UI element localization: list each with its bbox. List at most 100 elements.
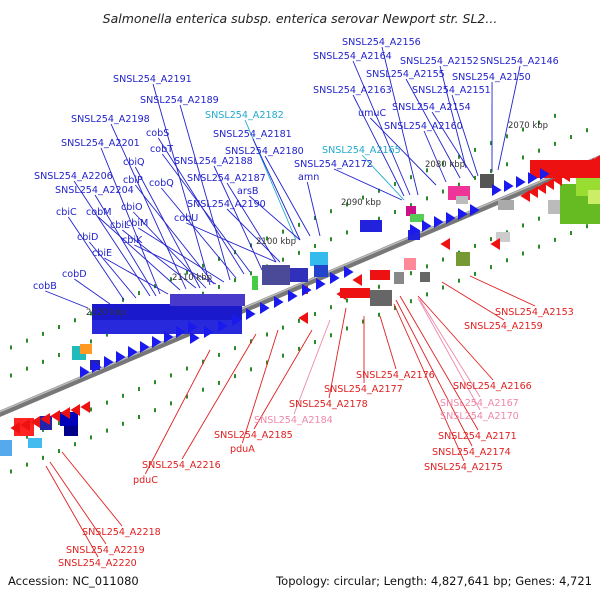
feature-block: [170, 294, 245, 306]
tick-mark: [426, 168, 428, 173]
leader-line: [152, 83, 211, 286]
leader-line: [293, 319, 331, 415]
gene-label: cobM: [86, 207, 112, 218]
tick-mark: [138, 386, 140, 391]
tick-mark: [282, 353, 284, 358]
feature-arrow: [352, 274, 362, 286]
feature-block: [498, 200, 514, 210]
feature-arrow: [246, 308, 256, 320]
tick-mark: [394, 181, 396, 186]
tick-mark: [490, 265, 492, 270]
feature-arrow: [288, 290, 298, 302]
tick-mark: [474, 175, 476, 180]
tick-mark: [410, 299, 412, 304]
tick-mark: [10, 469, 12, 474]
tick-mark: [90, 435, 92, 440]
tick-mark: [522, 251, 524, 256]
tick-mark: [58, 353, 60, 358]
tick-mark: [378, 188, 380, 193]
feature-arrow: [536, 182, 546, 194]
tick-mark: [314, 244, 316, 249]
feature-arrow: [576, 162, 586, 174]
feature-block: [456, 196, 468, 204]
tick-mark: [522, 223, 524, 228]
tick-mark: [490, 237, 492, 242]
leader-line: [138, 227, 225, 283]
feature-block: [496, 232, 510, 242]
feature-arrow: [544, 178, 554, 190]
topology-summary: Topology: circular; Length: 4,827,641 bp…: [275, 574, 592, 588]
leader-line: [45, 465, 99, 558]
tick-mark: [202, 359, 204, 364]
tick-mark: [58, 449, 60, 454]
gene-label: SNSL254_A2220: [58, 558, 137, 569]
leader-line: [306, 181, 321, 237]
leader-line: [179, 104, 231, 281]
gene-label: SNSL254_A2190: [187, 199, 266, 210]
leader-line: [160, 187, 237, 279]
leader-line: [226, 208, 281, 263]
leader-line: [110, 123, 187, 290]
leader-line: [419, 299, 481, 398]
feature-arrow: [302, 284, 312, 296]
feature-block: [370, 290, 392, 306]
gene-label: cbiD: [77, 232, 98, 243]
feature-arrow: [520, 190, 530, 202]
tick-mark: [330, 237, 332, 242]
gene-label: cobD: [62, 269, 87, 280]
feature-arrow: [10, 422, 20, 434]
feature-block: [64, 426, 78, 436]
leader-line: [264, 155, 311, 237]
gene-label: cobU: [174, 213, 198, 224]
gene-label: SNSL254_A2184: [254, 415, 333, 426]
gene-label: SNSL254_A2166: [453, 381, 532, 392]
feature-arrow: [560, 170, 570, 182]
leader-line: [399, 295, 479, 431]
leader-line: [134, 166, 201, 289]
gene-label: SNSL254_A2188: [174, 156, 253, 167]
feature-arrow: [60, 407, 70, 419]
gene-label: SNSL254_A2167: [440, 398, 519, 409]
feature-block: [310, 252, 328, 266]
tick-mark: [426, 292, 428, 297]
leader-line: [249, 195, 301, 241]
tick-mark: [266, 236, 268, 241]
tick-mark: [522, 155, 524, 160]
tick-mark: [442, 161, 444, 166]
tick-mark: [42, 455, 44, 460]
feature-arrow: [528, 186, 538, 198]
gene-label: SNSL254_A2204: [55, 185, 134, 196]
feature-arrow: [204, 326, 214, 338]
accession-text: Accession: NC_011080: [8, 574, 139, 588]
scale-label: 2120 kbp: [86, 308, 126, 318]
tick-mark: [458, 182, 460, 187]
feature-block: [548, 200, 562, 214]
gene-label: SNSL254_A2171: [438, 431, 517, 442]
gene-label: cbiQ: [123, 157, 145, 168]
tick-mark: [442, 257, 444, 262]
tick-mark: [378, 216, 380, 221]
tick-mark: [570, 231, 572, 236]
tick-mark: [218, 256, 220, 261]
tick-mark: [138, 414, 140, 419]
leader-line: [186, 222, 277, 263]
gene-label: cobT: [150, 144, 173, 155]
tick-mark: [106, 332, 108, 337]
feature-block: [456, 252, 470, 266]
tick-mark: [538, 120, 540, 125]
leader-line: [328, 307, 347, 399]
feature-arrow: [80, 366, 90, 378]
scale-label: 2070 kbp: [508, 121, 548, 131]
tick-mark: [26, 338, 28, 343]
feature-arrow: [188, 321, 198, 333]
gene-label: SNSL254_A2164: [313, 51, 392, 62]
tick-mark: [314, 216, 316, 221]
gene-label: SNSL254_A2172: [294, 159, 373, 170]
feature-arrow: [540, 168, 550, 180]
gene-label: SNSL254_A2181: [213, 129, 292, 140]
tick-mark: [330, 209, 332, 214]
tick-mark: [106, 400, 108, 405]
tick-mark: [298, 222, 300, 227]
gene-label: SNSL254_A2191: [113, 74, 192, 85]
